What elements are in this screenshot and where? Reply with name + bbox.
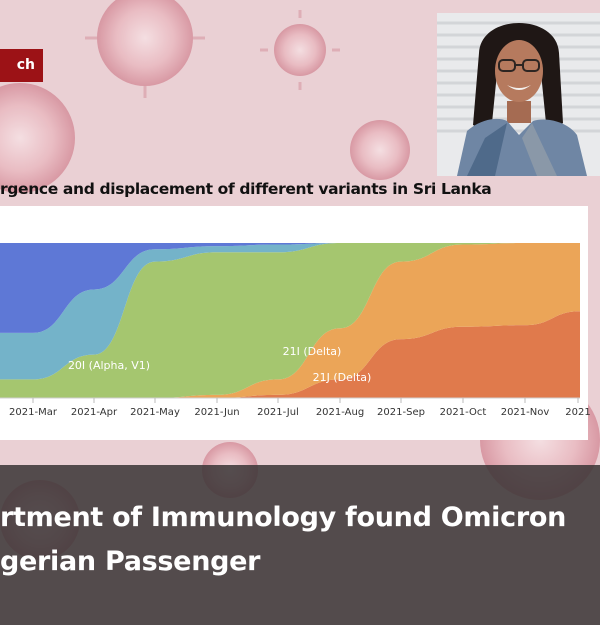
x-tick-label: 2021-Oct [440, 407, 487, 418]
headline: rtment of Immunology found Omicron geria… [0, 496, 600, 584]
x-tick-label: 2021-Apr [71, 407, 118, 418]
series-annotation: 21I (Delta) [283, 345, 342, 358]
variant-area-chart: 2021-Mar 2021-Apr 2021-May 2021-Jun 2021-Jul… [0, 243, 591, 418]
category-tag-label: ch [16, 57, 35, 73]
x-tick-label: 2021-Jun [194, 407, 239, 418]
area-series-4 [0, 243, 580, 380]
headline-line-1: rtment of Immunology found Omicron [0, 502, 567, 533]
person-photo [437, 13, 600, 176]
x-tick-label: 2021-Nov [501, 407, 550, 418]
headline-line-2: gerian Passenger [0, 546, 261, 577]
caption-band [0, 465, 600, 625]
series-annotation: 20I (Alpha, V1) [68, 359, 150, 372]
x-tick-label: 2021-Aug [316, 407, 364, 418]
x-tick-label: 2021-Sep [377, 407, 425, 418]
area-series-2 [0, 243, 580, 398]
chart-title: rgence and displacement of different var… [0, 180, 492, 198]
area-series-3 [0, 243, 580, 398]
category-tag: ch [0, 49, 43, 82]
x-tick-label: 2021-Jul [257, 407, 299, 418]
area-series-1 [0, 311, 580, 398]
chart-annotations: 20I (Alpha, V1) 21I (Delta) 21J (Delta) [68, 345, 371, 384]
series-annotation: 21J (Delta) [313, 371, 372, 384]
chart-areas [0, 243, 580, 398]
x-axis: 2021-Mar 2021-Apr 2021-May 2021-Jun 2021-Jul… [0, 397, 591, 418]
x-tick-label: 2021-May [130, 407, 180, 418]
x-tick-label: 2021-Mar [9, 407, 58, 418]
x-tick-label: 2021 [565, 407, 590, 418]
area-series-5 [0, 243, 580, 333]
